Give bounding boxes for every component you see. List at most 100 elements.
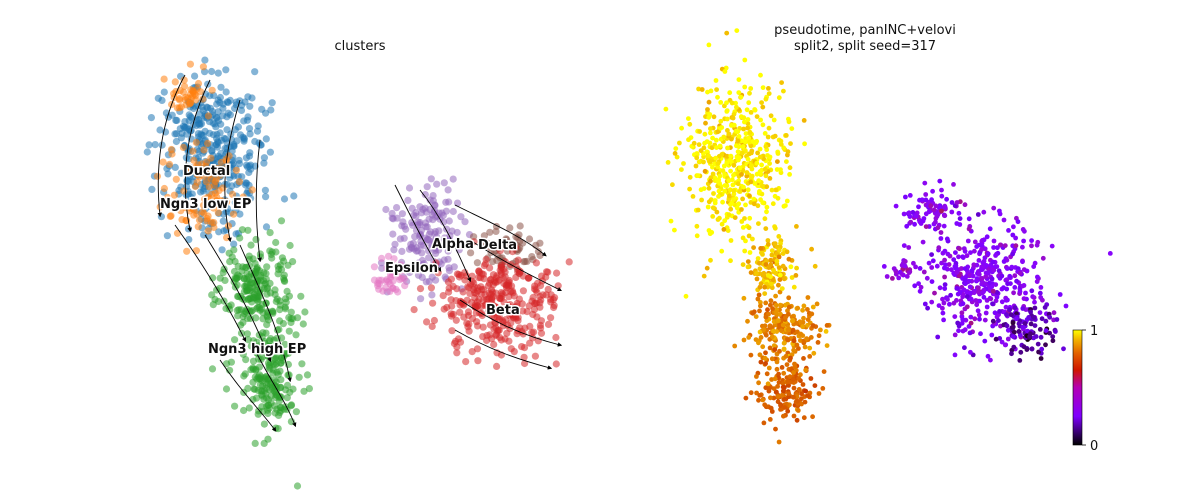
cell-point — [745, 125, 751, 131]
cell-point — [820, 386, 826, 391]
cell-point — [726, 131, 732, 137]
cell-point — [722, 188, 728, 194]
cell-point — [702, 131, 708, 137]
cell-point — [1010, 325, 1015, 330]
cell-point — [445, 217, 453, 225]
cell-point — [750, 236, 755, 242]
cell-point — [261, 339, 269, 347]
cell-point — [257, 271, 265, 279]
cell-point — [274, 262, 282, 270]
cell-point — [976, 272, 982, 277]
cell-point — [495, 326, 503, 334]
cell-point — [1038, 356, 1044, 361]
colorbar-label-max: 1 — [1090, 324, 1098, 339]
cell-point — [762, 166, 768, 172]
cell-point — [735, 181, 741, 187]
cell-point — [982, 317, 988, 323]
cell-point — [751, 196, 757, 202]
cell-point — [473, 345, 482, 353]
cell-point — [936, 303, 942, 308]
cell-point — [277, 376, 285, 384]
cell-point — [782, 405, 787, 410]
cell-point — [725, 127, 730, 133]
cell-point — [427, 175, 435, 183]
cell-point — [222, 88, 230, 96]
cell-point — [430, 316, 438, 325]
cell-point — [728, 206, 734, 212]
cell-point — [208, 291, 216, 299]
cell-point — [186, 60, 194, 68]
cell-point — [697, 129, 702, 134]
cell-point — [734, 154, 740, 160]
cell-point — [794, 342, 800, 348]
cell-point — [938, 236, 944, 241]
cell-point — [536, 292, 544, 301]
cell-point — [683, 293, 689, 299]
cell-point — [780, 388, 786, 394]
cell-point — [1003, 304, 1009, 310]
cell-point — [736, 201, 742, 207]
cell-point — [293, 314, 302, 322]
cell-point — [491, 303, 500, 311]
cell-point — [206, 129, 214, 137]
cell-point — [999, 299, 1005, 305]
cell-point — [444, 186, 452, 194]
cell-point — [1028, 321, 1034, 327]
cell-point — [824, 343, 830, 348]
cell-point — [734, 205, 740, 211]
cell-point — [770, 201, 776, 207]
cell-point — [679, 167, 684, 173]
cell-point — [460, 313, 468, 321]
cell-point — [785, 149, 791, 155]
cell-point — [503, 236, 511, 244]
cell-point — [760, 104, 766, 110]
cell-point — [217, 83, 225, 91]
cell-point — [976, 312, 982, 318]
cell-point — [724, 108, 730, 113]
cell-point — [438, 209, 446, 217]
cell-point — [526, 322, 534, 330]
cell-point — [398, 247, 406, 255]
cell-point — [780, 380, 786, 386]
cell-point — [741, 115, 747, 121]
cell-point — [997, 336, 1003, 341]
cell-point — [708, 130, 713, 136]
cell-point — [277, 217, 286, 225]
cell-point — [778, 403, 783, 408]
cell-point — [416, 285, 425, 293]
cell-point — [267, 106, 275, 114]
cell-point — [244, 226, 252, 234]
cell-point — [783, 353, 789, 359]
cell-point — [224, 222, 233, 230]
cell-point — [157, 213, 165, 221]
cell-point — [482, 295, 491, 303]
cell-point — [991, 245, 996, 250]
cell-point — [204, 112, 212, 120]
cell-point — [1002, 243, 1008, 249]
cell-point — [802, 399, 808, 405]
cell-point — [400, 222, 408, 230]
cluster-label: Alpha — [432, 237, 474, 252]
cell-point — [763, 300, 769, 306]
cell-point — [777, 272, 783, 278]
cell-point — [805, 295, 811, 300]
cell-point — [696, 86, 701, 92]
cell-point — [514, 256, 522, 264]
cell-point — [722, 171, 727, 177]
cell-point — [248, 186, 256, 194]
cell-point — [708, 126, 713, 132]
cell-point — [729, 177, 735, 183]
cell-point — [237, 106, 246, 114]
cell-point — [734, 104, 739, 110]
cell-point — [1054, 317, 1060, 322]
cell-point — [488, 335, 496, 343]
cell-point — [1038, 285, 1044, 290]
cell-point — [994, 290, 1000, 295]
cell-point — [244, 336, 252, 344]
cell-point — [979, 276, 985, 281]
cell-point — [267, 335, 275, 343]
cell-point — [916, 281, 921, 286]
cell-point — [913, 264, 918, 270]
cell-point — [740, 196, 745, 202]
cell-point — [993, 336, 999, 342]
